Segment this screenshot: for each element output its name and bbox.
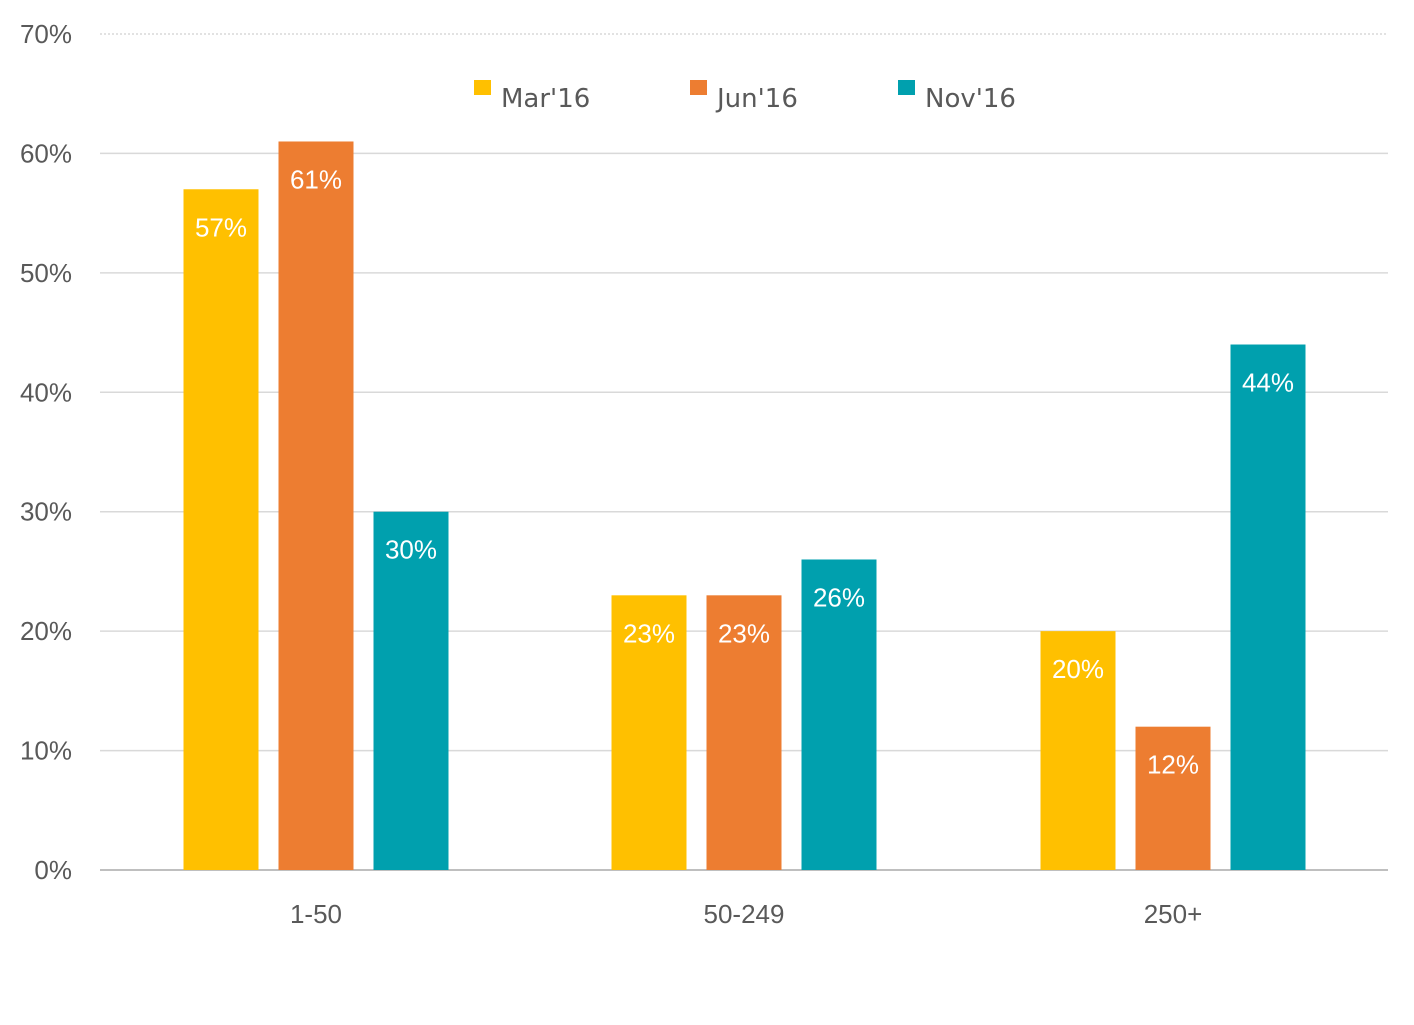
- y-tick-label: 50%: [20, 258, 72, 288]
- data-label: 23%: [623, 618, 675, 648]
- data-label: 30%: [385, 535, 437, 565]
- bar-50-249-series-2: [801, 559, 877, 870]
- data-label: 23%: [718, 618, 770, 648]
- data-label: 57%: [195, 212, 247, 242]
- bar-1-50-series-0: [183, 189, 259, 870]
- y-tick-label: 30%: [20, 497, 72, 527]
- bar-50-249-series-1: [706, 595, 782, 870]
- y-tick-label: 70%: [20, 19, 72, 49]
- x-axis-category-labels: 1-50 50-249 250+: [290, 899, 1202, 929]
- legend-swatch: [898, 80, 915, 95]
- x-category-label: 250+: [1144, 899, 1203, 929]
- data-label: 61%: [290, 164, 342, 194]
- x-category-label: 50-249: [704, 899, 785, 929]
- legend: Mar'16 Jun'16 Nov'16: [474, 80, 1016, 114]
- bar-1-50-series-1: [278, 141, 354, 870]
- bar-250+-series-2: [1230, 344, 1306, 870]
- data-label: 26%: [813, 582, 865, 612]
- bar-250+-series-1: [1135, 726, 1211, 870]
- y-axis-tick-labels: 0% 10% 20% 30% 40% 50% 60% 70%: [20, 19, 72, 885]
- x-category-label: 1-50: [290, 899, 342, 929]
- y-tick-label: 60%: [20, 138, 72, 168]
- bar-250+-series-0: [1040, 631, 1116, 870]
- data-label: 44%: [1242, 368, 1294, 398]
- legend-label: Nov'16: [925, 84, 1016, 114]
- legend-swatch: [474, 80, 491, 95]
- legend-swatch: [690, 80, 707, 95]
- legend-label: Jun'16: [715, 84, 798, 114]
- data-label: 12%: [1147, 750, 1199, 780]
- y-tick-label: 10%: [20, 736, 72, 766]
- bar-1-50-series-2: [373, 511, 449, 870]
- bar-50-249-series-0: [611, 595, 687, 870]
- data-label: 20%: [1052, 654, 1104, 684]
- bars: [183, 141, 1306, 870]
- y-tick-label: 20%: [20, 616, 72, 646]
- legend-label: Mar'16: [501, 84, 590, 114]
- data-labels: 57% 61% 30% 23% 23% 26% 20% 12% 44%: [195, 164, 1294, 779]
- y-tick-label: 0%: [34, 855, 72, 885]
- y-tick-label: 40%: [20, 377, 72, 407]
